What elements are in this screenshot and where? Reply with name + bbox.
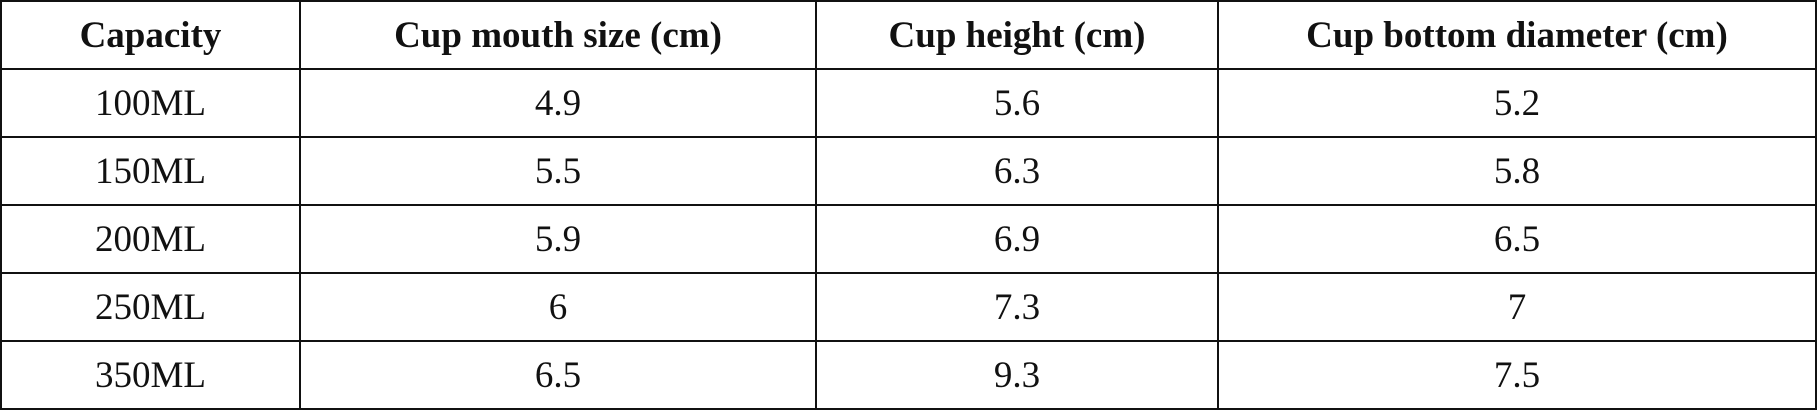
header-cell: Cup mouth size (cm) xyxy=(299,0,817,70)
table-cell: 5.9 xyxy=(299,204,817,274)
table-cell: 5.2 xyxy=(1217,68,1817,138)
table-row: 100ML 4.9 5.6 5.2 xyxy=(0,68,1817,138)
table-cell: 5.6 xyxy=(815,68,1219,138)
table-row: 350ML 6.5 9.3 7.5 xyxy=(0,340,1817,410)
table-cell: 4.9 xyxy=(299,68,817,138)
header-row: Capacity Cup mouth size (cm) Cup height (c… xyxy=(0,0,1817,70)
table-cell: 250ML xyxy=(0,272,301,342)
table-cell: 9.3 xyxy=(815,340,1219,410)
table-cell: 5.5 xyxy=(299,136,817,206)
table-body: 100ML 4.9 5.6 5.2 150ML 5.5 6.3 5.8 200ML 5.9 6.9 6… xyxy=(0,68,1817,410)
table-cell: 7.5 xyxy=(1217,340,1817,410)
table-cell: 150ML xyxy=(0,136,301,206)
table-cell: 100ML xyxy=(0,68,301,138)
table-cell: 7 xyxy=(1217,272,1817,342)
table-cell: 6 xyxy=(299,272,817,342)
header-cell: Capacity xyxy=(0,0,301,70)
table-cell: 350ML xyxy=(0,340,301,410)
table-cell: 7.3 xyxy=(815,272,1219,342)
table-cell: 6.9 xyxy=(815,204,1219,274)
header-cell: Cup bottom diameter (cm) xyxy=(1217,0,1817,70)
table-cell: 6.5 xyxy=(1217,204,1817,274)
table-cell: 5.8 xyxy=(1217,136,1817,206)
table-row: 200ML 5.9 6.9 6.5 xyxy=(0,204,1817,274)
table-cell: 6.5 xyxy=(299,340,817,410)
header-cell: Cup height (cm) xyxy=(815,0,1219,70)
table-row: 250ML 6 7.3 7 xyxy=(0,272,1817,342)
table-cell: 200ML xyxy=(0,204,301,274)
table-cell: 6.3 xyxy=(815,136,1219,206)
table-row: 150ML 5.5 6.3 5.8 xyxy=(0,136,1817,206)
